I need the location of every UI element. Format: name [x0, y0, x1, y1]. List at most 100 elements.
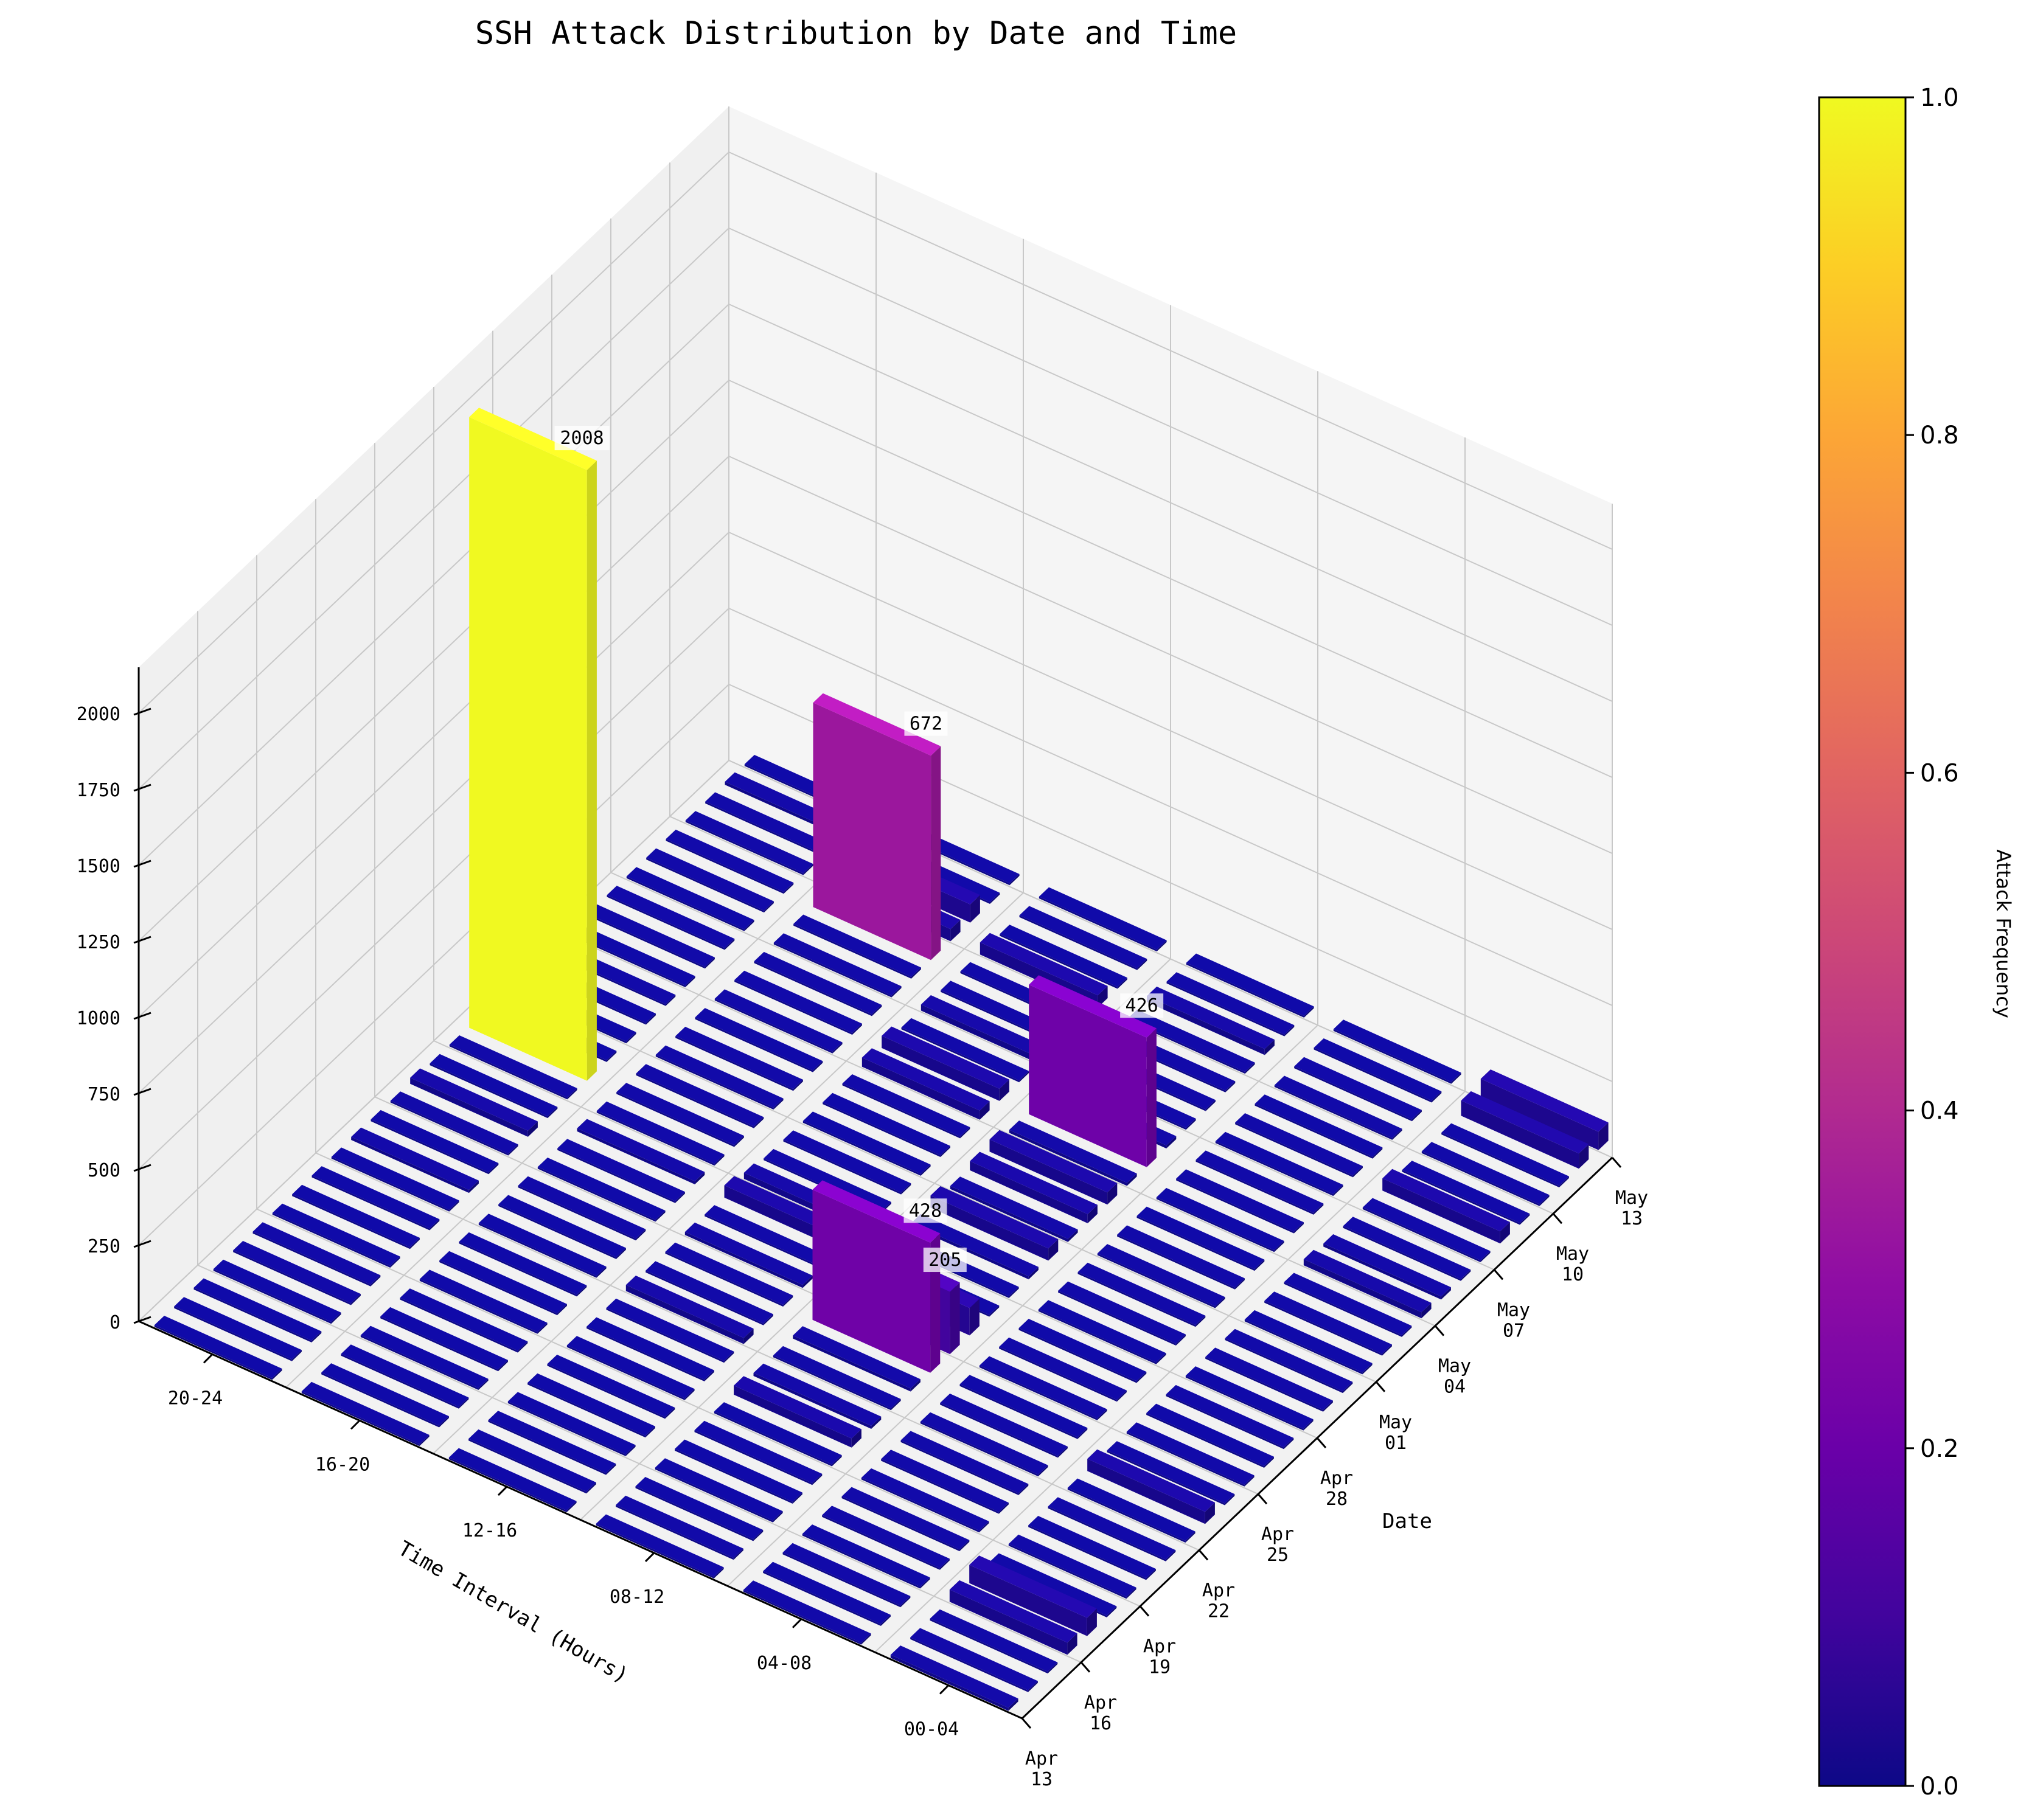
bar-face-top [1382, 1169, 1510, 1232]
bar-face-top [665, 1242, 793, 1305]
bar-face-top [1048, 1497, 1176, 1560]
bar-face-side [489, 1163, 499, 1175]
bar [1018, 1319, 1147, 1383]
bar-face-side [1598, 1122, 1609, 1150]
bar-face-top [714, 1402, 842, 1465]
annotation-label: 428 [909, 1200, 942, 1221]
bar-face-front [1008, 1544, 1127, 1599]
y-tick-label: May 13 [1615, 1187, 1648, 1229]
bar-face-front [430, 1063, 548, 1119]
bar [1097, 1244, 1225, 1308]
bar-face-front [174, 1306, 292, 1361]
bar-face-top [468, 1429, 596, 1492]
bar-face-front [802, 1533, 921, 1589]
bar-face-top [371, 1110, 499, 1173]
bar [881, 1450, 1009, 1514]
bar-face-front [753, 1373, 872, 1429]
bar-face-side [802, 1275, 813, 1288]
bar-face-side [1077, 1428, 1088, 1439]
bar-face-top [841, 1487, 970, 1550]
bar-face-top [272, 1203, 400, 1266]
bar [694, 1420, 823, 1485]
bar-face-front [675, 1448, 793, 1504]
bar [468, 1429, 596, 1494]
bar-face-top [921, 995, 1049, 1058]
x-tick-mark [939, 1684, 950, 1695]
bar [959, 1375, 1088, 1439]
bar [782, 1543, 911, 1608]
bar-face-top [1314, 1038, 1442, 1101]
bar-face-side [371, 1275, 381, 1287]
bar-face-side [1175, 1334, 1186, 1346]
bar [666, 829, 794, 894]
bar-face-front [1019, 915, 1138, 970]
bar-face-top [714, 989, 843, 1052]
bar-face-top [341, 1344, 469, 1407]
bar-face-top [527, 1373, 655, 1436]
bar-face-side [1087, 1608, 1097, 1636]
bar-face-front [900, 1440, 1019, 1495]
bar-face-side [940, 1145, 950, 1158]
bar-face-top [1166, 972, 1295, 1035]
bar-face-side [1098, 985, 1108, 1008]
bar-face-front [1077, 1272, 1196, 1327]
bar-face-side [606, 1464, 616, 1475]
bar-face-front [1028, 1525, 1146, 1580]
bar [861, 1468, 989, 1533]
bar-face-side [725, 939, 735, 950]
bar-face-top [999, 1337, 1127, 1400]
bar-face-side [646, 1013, 656, 1025]
bar-face-front [1333, 1029, 1452, 1084]
bar-face-side [939, 1558, 950, 1570]
bar-face-front [567, 932, 686, 987]
bar [390, 1091, 518, 1156]
bar-face-front [646, 858, 764, 913]
grid-line [138, 759, 1613, 1322]
bar [1166, 972, 1295, 1037]
bar [1284, 1273, 1412, 1337]
bar-face-top [360, 1325, 489, 1388]
bar [616, 1495, 743, 1560]
bar [841, 1487, 970, 1552]
bar [1039, 887, 1167, 952]
bar-face-top [734, 970, 862, 1033]
y-tick-label: May 04 [1438, 1356, 1471, 1398]
bar-face-side [773, 1098, 784, 1110]
bar-face-front [1343, 1226, 1461, 1281]
bar-face-front [1480, 1078, 1599, 1150]
colorbar-tick-label: 0.8 [1920, 422, 1959, 450]
bar-face-top [507, 1392, 636, 1454]
bar-face-top [1067, 1478, 1195, 1541]
bar-face-front [557, 1148, 675, 1203]
bar-face-front [773, 942, 892, 998]
y-tick-mark [1375, 1381, 1386, 1392]
bar-face-front [950, 1186, 1068, 1242]
bar-face-front [1000, 934, 1118, 989]
bar [607, 886, 735, 950]
bar-face-top [1166, 1384, 1294, 1448]
x-tick-label: 20-24 [168, 1388, 223, 1409]
bar-face-side [331, 1312, 341, 1324]
y-tick-mark [1021, 1718, 1032, 1729]
bar-face-top [822, 1506, 950, 1568]
z-tick-label: 250 [88, 1236, 120, 1257]
bar-face-front [1166, 981, 1285, 1037]
bar-face-front [272, 1212, 391, 1268]
bar-face-side [449, 1200, 459, 1212]
bar-face-front [979, 1365, 1098, 1420]
colorbar-ticks: 0.0 0.2 0.4 0.6 0.8 1.0 [1905, 84, 1959, 1801]
bar-face-front [822, 1515, 940, 1570]
bar [999, 1337, 1127, 1402]
bar-face-front [1176, 1178, 1294, 1234]
bar-face-front [360, 1335, 479, 1390]
bar [410, 1068, 538, 1137]
bar-face-top [380, 1307, 508, 1370]
bar-face-front [1048, 1506, 1166, 1561]
bar-face-front [419, 1279, 538, 1334]
bar-face-front [655, 1467, 773, 1523]
bar-face-front [537, 1167, 656, 1222]
bar [763, 1561, 891, 1626]
bar [321, 1363, 449, 1428]
bar-face-top [685, 811, 813, 874]
